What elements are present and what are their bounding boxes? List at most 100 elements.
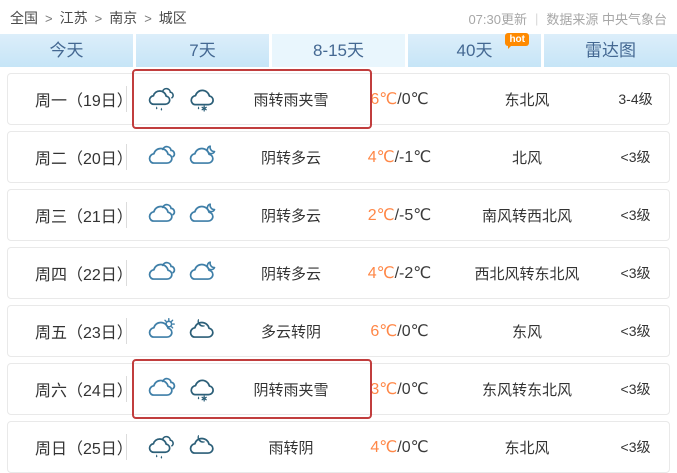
cloud-overcast-icon: [145, 376, 177, 402]
tab-label: 7天: [189, 41, 216, 60]
weather-text: 阴转多云: [260, 207, 321, 225]
weather-text: 阴转雨夹雪: [253, 381, 329, 399]
data-source: 数据来源 中央气象台: [546, 11, 667, 27]
forecast-tabs: 今天 7天 8-15天 40天 hot 雷达图: [0, 33, 677, 67]
cloud-moon-icon: [186, 260, 218, 286]
forecast-row: 周五（23日） 多云转阴 6℃/0℃ 东风 <3级: [7, 305, 670, 357]
cloud-overcast-icon: [145, 260, 177, 286]
day-label: 周一（19日）: [35, 93, 133, 110]
tab-label: 雷达图: [585, 41, 636, 60]
wind-direction: 东北风: [504, 91, 550, 109]
temp-high: 4℃: [367, 265, 395, 282]
cloud-dark-icon: [186, 318, 218, 344]
day-label: 周五（23日）: [35, 325, 133, 342]
day-label: 周四（22日）: [35, 267, 133, 284]
day-label: 周日（25日）: [35, 441, 133, 458]
weather-icons: [127, 434, 235, 460]
wind-direction: 北风: [511, 149, 542, 167]
temp-high: 4℃: [370, 439, 398, 456]
breadcrumb-separator: >: [45, 10, 53, 26]
temperature: 2℃/-5℃: [347, 205, 452, 225]
forecast-row: 周二（20日） 阴转多云 4℃/-1℃ 北风 <3级: [7, 131, 670, 183]
row-divider: [126, 318, 127, 344]
temp-high: 2℃: [367, 207, 395, 224]
weather-text: 多云转阴: [260, 323, 321, 341]
header-meta: 07:30更新 | 数据来源 中央气象台: [468, 9, 667, 28]
temp-low: /0℃: [397, 91, 429, 108]
temperature: 4℃/0℃: [347, 437, 452, 457]
tab-7day[interactable]: 7天: [136, 34, 269, 67]
cloud-rain-snow-icon: [186, 376, 218, 402]
row-divider: [126, 86, 127, 112]
wind-level: <3级: [620, 149, 651, 165]
wind-level: <3级: [620, 265, 651, 281]
cloud-rain-snow-icon: [186, 86, 218, 112]
hot-badge: hot: [505, 33, 529, 49]
cloud-rain-icon: [145, 86, 177, 112]
day-label: 周六（24日）: [35, 383, 133, 400]
temp-high: 6℃: [370, 323, 398, 340]
temp-low: /0℃: [397, 439, 429, 456]
temp-low: /-5℃: [394, 207, 432, 224]
temp-low: /0℃: [397, 381, 429, 398]
forecast-list: 周一（19日） 雨转雨夹雪 6℃/0℃ 东北风 3-4级 周二（20日） 阴转多…: [0, 67, 677, 473]
wind-level: <3级: [620, 207, 651, 223]
breadcrumb-item-country[interactable]: 全国: [10, 10, 38, 26]
tab-radar[interactable]: 雷达图: [544, 34, 677, 67]
temperature: 3℃/0℃: [347, 379, 452, 399]
weather-text: 雨转雨夹雪: [253, 91, 329, 109]
tab-today[interactable]: 今天: [0, 34, 133, 67]
weather-icons: [127, 318, 235, 344]
breadcrumb-item-district[interactable]: 城区: [158, 10, 187, 26]
wind-direction: 东风转东北风: [481, 381, 572, 399]
forecast-row: 周日（25日） 雨转阴 4℃/0℃ 东北风 <3级: [7, 421, 670, 473]
row-divider: [126, 376, 127, 402]
weather-icons: [127, 260, 235, 286]
temperature: 4℃/-1℃: [347, 147, 452, 167]
weather-text: 阴转多云: [260, 149, 321, 167]
weather-text: 雨转阴: [268, 439, 314, 457]
breadcrumb-separator: >: [144, 10, 152, 26]
cloud-sun-icon: [145, 318, 177, 344]
breadcrumb-item-province[interactable]: 江苏: [59, 10, 88, 26]
temp-low: /-1℃: [394, 149, 432, 166]
cloud-moon-icon: [186, 144, 218, 170]
forecast-row: 周三（21日） 阴转多云 2℃/-5℃ 南风转西北风 <3级: [7, 189, 670, 241]
day-label: 周二（20日）: [35, 151, 133, 168]
weather-icons: [127, 144, 235, 170]
weather-icons: [127, 202, 235, 228]
row-divider: [126, 434, 127, 460]
update-time: 07:30更新: [468, 11, 527, 27]
header-divider: |: [534, 10, 539, 26]
wind-level: 3-4级: [618, 91, 653, 107]
weather-icons: [127, 86, 235, 112]
forecast-row: 周六（24日） 阴转雨夹雪 3℃/0℃ 东风转东北风 <3级: [7, 359, 670, 419]
wind-direction: 东北风: [504, 439, 550, 457]
row-divider: [126, 202, 127, 228]
temperature: 4℃/-2℃: [347, 263, 452, 283]
temp-high: 3℃: [370, 381, 398, 398]
temp-low: /-2℃: [394, 265, 432, 282]
wind-direction: 东风: [511, 323, 542, 341]
cloud-moon-icon: [186, 202, 218, 228]
row-divider: [126, 144, 127, 170]
forecast-row: 周一（19日） 雨转雨夹雪 6℃/0℃ 东北风 3-4级: [7, 69, 670, 129]
wind-level: <3级: [620, 439, 651, 455]
weather-icons: [127, 376, 235, 402]
wind-level: <3级: [620, 381, 651, 397]
cloud-rain-icon: [145, 434, 177, 460]
page-header: 全国 > 江苏 > 南京 > 城区 07:30更新 | 数据来源 中央气象台: [0, 0, 677, 32]
forecast-row: 周四（22日） 阴转多云 4℃/-2℃ 西北风转东北风 <3级: [7, 247, 670, 299]
tab-8-15day[interactable]: 8-15天: [272, 34, 405, 67]
weather-text: 阴转多云: [260, 265, 321, 283]
wind-level: <3级: [620, 323, 651, 339]
breadcrumb: 全国 > 江苏 > 南京 > 城区: [10, 8, 187, 28]
breadcrumb-item-city[interactable]: 南京: [109, 10, 138, 26]
temp-high: 4℃: [367, 149, 395, 166]
tab-label: 40天: [456, 41, 493, 60]
tab-40day[interactable]: 40天 hot: [408, 33, 541, 67]
cloud-dark-icon: [186, 434, 218, 460]
row-divider: [126, 260, 127, 286]
temperature: 6℃/0℃: [347, 321, 452, 341]
tab-label: 今天: [49, 41, 84, 60]
